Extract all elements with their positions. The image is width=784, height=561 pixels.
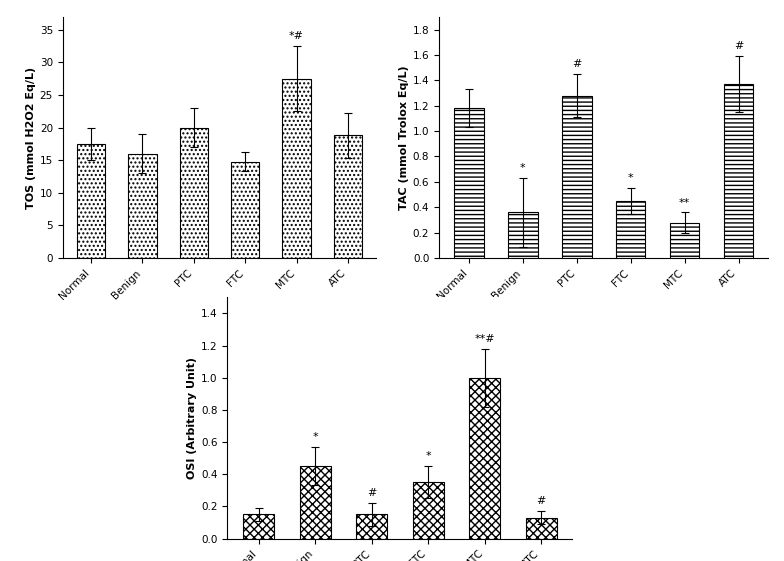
Bar (615, 201, 645, 258)
Text: #: # (367, 489, 376, 498)
Bar (525, 518, 557, 539)
Bar (180, 128, 208, 258)
Text: *: * (628, 173, 633, 183)
Y-axis label: TAC (mmol Trolox Eq/L): TAC (mmol Trolox Eq/L) (398, 65, 408, 210)
Bar (282, 79, 310, 258)
Bar (469, 378, 500, 539)
Text: *: * (425, 452, 431, 461)
Text: *: * (312, 432, 318, 442)
Text: #: # (734, 42, 743, 52)
Bar (670, 223, 699, 258)
Bar (231, 162, 260, 258)
Text: *: * (520, 163, 525, 173)
Bar (334, 136, 362, 258)
Bar (454, 108, 484, 258)
Bar (243, 514, 274, 539)
Bar (77, 144, 105, 258)
Bar (562, 95, 592, 258)
Text: *#: *# (289, 31, 304, 42)
Bar (508, 213, 538, 258)
Bar (356, 514, 387, 539)
Text: **#: **# (474, 334, 495, 344)
Text: #: # (536, 496, 546, 507)
Y-axis label: OSI (Arbitrary Unit): OSI (Arbitrary Unit) (187, 357, 197, 479)
Bar (299, 466, 331, 539)
Bar (129, 154, 157, 258)
Text: #: # (572, 59, 582, 69)
Y-axis label: TOS (mmol H2O2 Eq/L): TOS (mmol H2O2 Eq/L) (26, 66, 35, 209)
Bar (412, 482, 444, 539)
Bar (724, 84, 753, 258)
Text: **: ** (679, 197, 690, 208)
